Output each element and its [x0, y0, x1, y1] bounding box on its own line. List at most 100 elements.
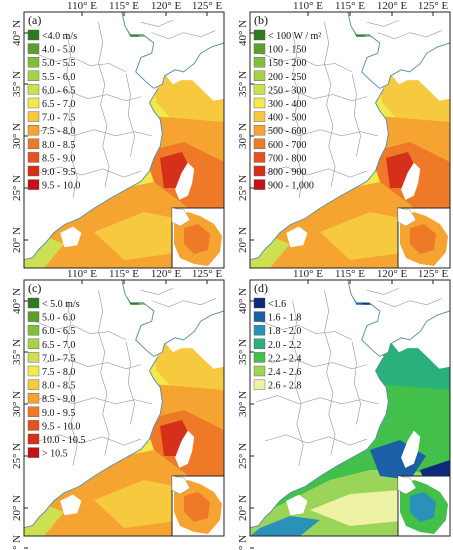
legend-label: > 10.5	[42, 449, 68, 460]
legend-swatch	[27, 447, 40, 458]
legend-swatch	[27, 111, 40, 122]
lon-tick-label: 115° E	[109, 268, 139, 280]
lat-tick-label: 20° N	[11, 495, 23, 521]
inset-map	[171, 475, 225, 537]
legend-swatch	[27, 138, 40, 150]
legend-swatch	[27, 433, 40, 445]
panel-label: (d)	[254, 281, 268, 295]
legend-label: 6.5 - 7.0	[42, 340, 75, 351]
lon-tick-label: 125° E	[418, 268, 449, 280]
legend-swatch	[27, 311, 40, 322]
lat-tick-label: 30° N	[11, 123, 23, 149]
legend-label: 9.5 - 10.0	[42, 421, 80, 432]
legend-swatch	[253, 29, 266, 41]
lat-tick-label: 40° N	[11, 20, 23, 46]
lon-tick-label: 115° E	[335, 268, 365, 280]
legend-swatch	[253, 124, 266, 136]
legend-label: 2.0 - 2.2	[268, 340, 301, 351]
panel-d: 110° E 115° E 120° E 125° E 40° N 35° N 30° N 2…	[237, 268, 451, 550]
lat-tick-label: 40° N	[237, 288, 249, 314]
legend-swatch	[27, 57, 40, 68]
legend-swatch	[253, 43, 266, 54]
legend-swatch	[253, 379, 266, 390]
panels-root: 110° E 115° E 120° E 125° E 40° N 35° N 30° N 2…	[11, 0, 451, 550]
legend-swatch	[27, 84, 40, 95]
legend-swatch	[253, 352, 266, 363]
lat-tick-label: 35° N	[11, 339, 23, 365]
legend-label: 1.8 - 2.0	[268, 326, 301, 337]
lat-tick-label: 25° N	[11, 443, 23, 469]
legend-swatch	[27, 379, 40, 390]
legend-label: 7.5 - 8.0	[42, 367, 75, 378]
lat-tick-label: 15° N	[237, 535, 249, 550]
lat-tick-label: 30° N	[237, 391, 249, 417]
legend-swatch	[27, 365, 40, 377]
panel-b: 110° E 115° E 120° E 125° E 40° N 35° N 30° N 2…	[237, 0, 451, 269]
legend-label: < 100 W / m²	[268, 31, 321, 42]
legend-label: 9.0 - 9.5	[42, 408, 75, 419]
legend-label: 1.6 - 1.8	[268, 313, 301, 324]
panel-label: (b)	[254, 13, 268, 27]
legend-label: 800 - 900	[268, 167, 306, 178]
legend-label: 600 - 700	[268, 140, 306, 151]
legend-label: 500 - 600	[268, 126, 306, 137]
legend-label: 150 - 200	[268, 58, 306, 69]
lat-tick-label: 40° N	[237, 20, 249, 46]
legend-label: 8.0 - 8.5	[42, 381, 75, 392]
lon-tick-label: 125° E	[418, 0, 449, 12]
lat-tick-label: 15° N	[11, 535, 23, 550]
legend-label: 100 - 150	[268, 45, 306, 56]
legend-swatch	[27, 325, 40, 336]
legend-swatch	[253, 325, 266, 336]
legend-label: 250 - 300	[268, 85, 306, 96]
legend-swatch	[27, 29, 40, 41]
lon-tick-label: 115° E	[109, 0, 139, 12]
inset-map	[397, 207, 451, 269]
legend-label: 8.5 - 9.0	[42, 153, 75, 164]
lat-tick-label: 30° N	[237, 123, 249, 149]
legend: < 100 W / m² 100 - 150 150 - 200 200 - 250 2…	[253, 29, 321, 192]
legend-swatch	[27, 392, 40, 404]
legend-swatch	[253, 338, 266, 349]
legend-swatch	[27, 338, 40, 349]
legend-label: 2.6 - 2.8	[268, 381, 301, 392]
lat-tick-label: 25° N	[237, 443, 249, 469]
lat-tick-label: 40° N	[11, 288, 23, 314]
lat-tick-label: 20° N	[237, 227, 249, 253]
lat-tick-label: 20° N	[11, 227, 23, 253]
legend-label: 300 - 400	[268, 99, 306, 110]
legend-label: <1.6	[268, 299, 286, 310]
legend-swatch	[253, 365, 266, 377]
inset-map	[171, 207, 225, 269]
legend-label: 2.2 - 2.4	[268, 353, 301, 364]
legend-swatch	[253, 111, 266, 122]
inset-map	[397, 475, 451, 537]
legend-label: 6.0 - 6.5	[42, 85, 75, 96]
legend-label: 700 - 800	[268, 153, 306, 164]
legend-label: 8.0 - 8.5	[42, 140, 75, 151]
legend-swatch	[27, 97, 40, 109]
legend-swatch	[27, 297, 40, 309]
lon-tick-label: 110° E	[67, 268, 97, 280]
legend-swatch	[27, 152, 40, 163]
legend-label: < 5.0 m/s	[42, 299, 80, 310]
lat-tick-label: 25° N	[11, 175, 23, 201]
lon-tick-label: 125° E	[192, 0, 223, 12]
legend-swatch	[253, 179, 266, 190]
panel-label: (c)	[28, 281, 41, 295]
legend-label: 6.5 - 7.0	[42, 99, 75, 110]
legend-swatch	[253, 70, 266, 81]
lat-tick-label: 30° N	[11, 391, 23, 417]
legend-label: 6.0 - 6.5	[42, 326, 75, 337]
legend-label: 8.5 - 9.0	[42, 394, 75, 405]
lon-tick-label: 110° E	[67, 0, 97, 12]
lon-tick-label: 120° E	[151, 0, 182, 12]
legend-label: 7.0 - 7.5	[42, 113, 75, 124]
legend-label: 4.0 - 5.0	[42, 45, 75, 56]
legend-label: <4.0 m/s	[42, 31, 77, 42]
lat-tick-label: 20° N	[237, 495, 249, 521]
lat-tick-label: 35° N	[237, 71, 249, 97]
lon-tick-label: 110° E	[293, 268, 323, 280]
lon-tick-label: 115° E	[335, 0, 365, 12]
